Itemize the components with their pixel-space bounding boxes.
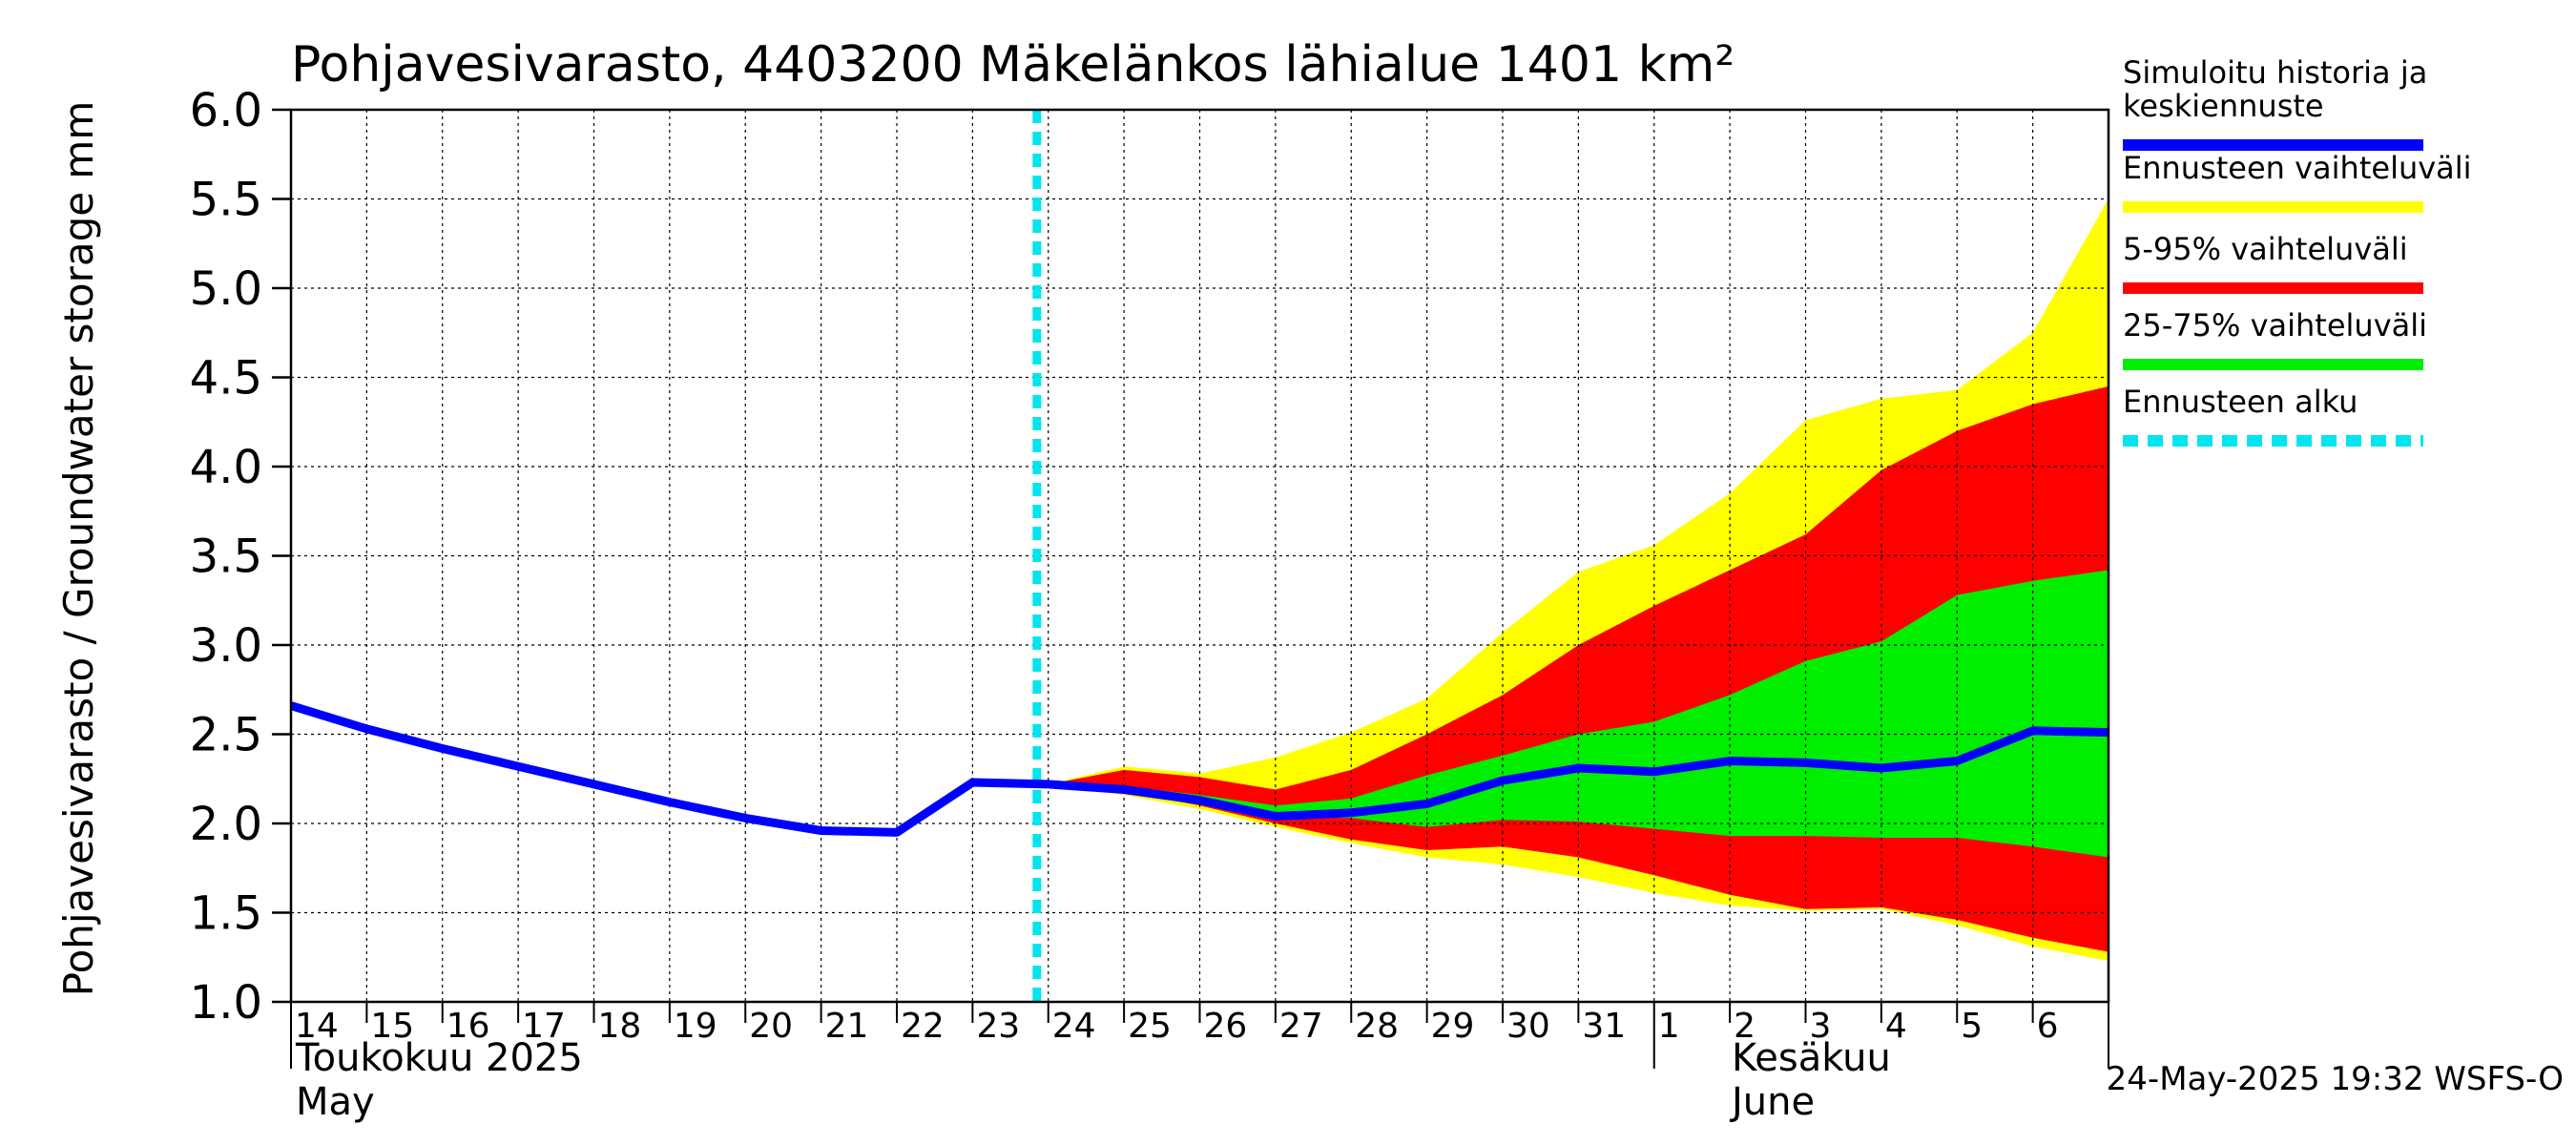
x-tick-label: 22 [901,1007,945,1046]
history-median-line [289,701,2109,837]
grid-lines [291,110,2109,1002]
x-tick-label: 15 [370,1007,414,1046]
chart-title: Pohjavesivarasto, 4403200 Mäkelänkos läh… [291,36,1735,94]
y-tick-label: 4.0 [190,441,262,494]
x-tick-label: 5 [1961,1007,1983,1046]
y-tick-label: 3.0 [190,619,262,673]
month-label-may-en: May [296,1080,375,1124]
legend-label: 25-75% vaihteluväli [2123,307,2427,344]
x-tick-label: 1 [1658,1007,1680,1046]
x-tick-label: 6 [2037,1007,2059,1046]
x-tick-label: 24 [1052,1007,1096,1046]
x-tick-label: 17 [522,1007,566,1046]
y-axis-label: Pohjavesivarasto / Groundwater storage m… [55,101,102,997]
x-tick-label: 4 [1885,1007,1907,1046]
month-label-may-fi: Toukokuu 2025 [295,1036,583,1080]
y-tick-label: 1.5 [190,887,262,941]
x-tick-label: 21 [825,1007,869,1046]
x-tick-label: 31 [1582,1007,1626,1046]
y-tick-label: 1.0 [190,976,262,1030]
x-tick-label: 3 [1810,1007,1832,1046]
x-tick-label: 14 [295,1007,339,1046]
x-tick-label: 27 [1279,1007,1323,1046]
y-tick-label: 4.5 [190,352,262,406]
legend-label: 5-95% vaihteluväli [2123,231,2408,267]
series-lines [289,110,2109,1002]
x-tick-label: 30 [1506,1007,1550,1046]
x-axis: 14 15 16 17 18 19 20 21 22 23 24 25 26 27 28 29 30 31 1 2 3 4… [290,1002,2109,1069]
x-tick-label: 28 [1355,1007,1399,1046]
y-tick-label: 2.5 [190,709,262,762]
x-tick-label: 25 [1128,1007,1172,1046]
y-tick-label: 3.5 [190,531,262,584]
legend-label: Ennusteen alku [2123,384,2358,420]
x-tick-label: 23 [976,1007,1020,1046]
month-label-june-fi: Kesäkuu [1732,1036,1891,1080]
band-25-75 [1048,570,2109,858]
legend-label: keskiennuste [2123,88,2324,124]
y-tick-label: 5.0 [190,262,262,316]
x-tick-label: 26 [1204,1007,1248,1046]
month-label-june-en: June [1729,1080,1815,1124]
x-tick-label: 29 [1431,1007,1475,1046]
footer-timestamp: 24-May-2025 19:32 WSFS-O [2107,1060,2564,1098]
x-tick-label: 18 [598,1007,642,1046]
y-axis: 1.0 1.5 2.0 2.5 3.0 3.5 4.0 4.5 5.0 5.5 6.0 [190,84,291,1030]
y-tick-label: 6.0 [190,84,262,137]
x-tick-label: 20 [749,1007,793,1046]
x-tick-label: 2 [1734,1007,1755,1046]
x-tick-label: 19 [674,1007,717,1046]
y-tick-label: 2.0 [190,798,262,851]
legend-label: Ennusteen vaihteluväli [2123,150,2472,186]
y-tick-label: 5.5 [190,174,262,227]
legend-label: Simuloitu historia ja [2123,54,2427,91]
x-tick-label: 16 [447,1007,490,1046]
